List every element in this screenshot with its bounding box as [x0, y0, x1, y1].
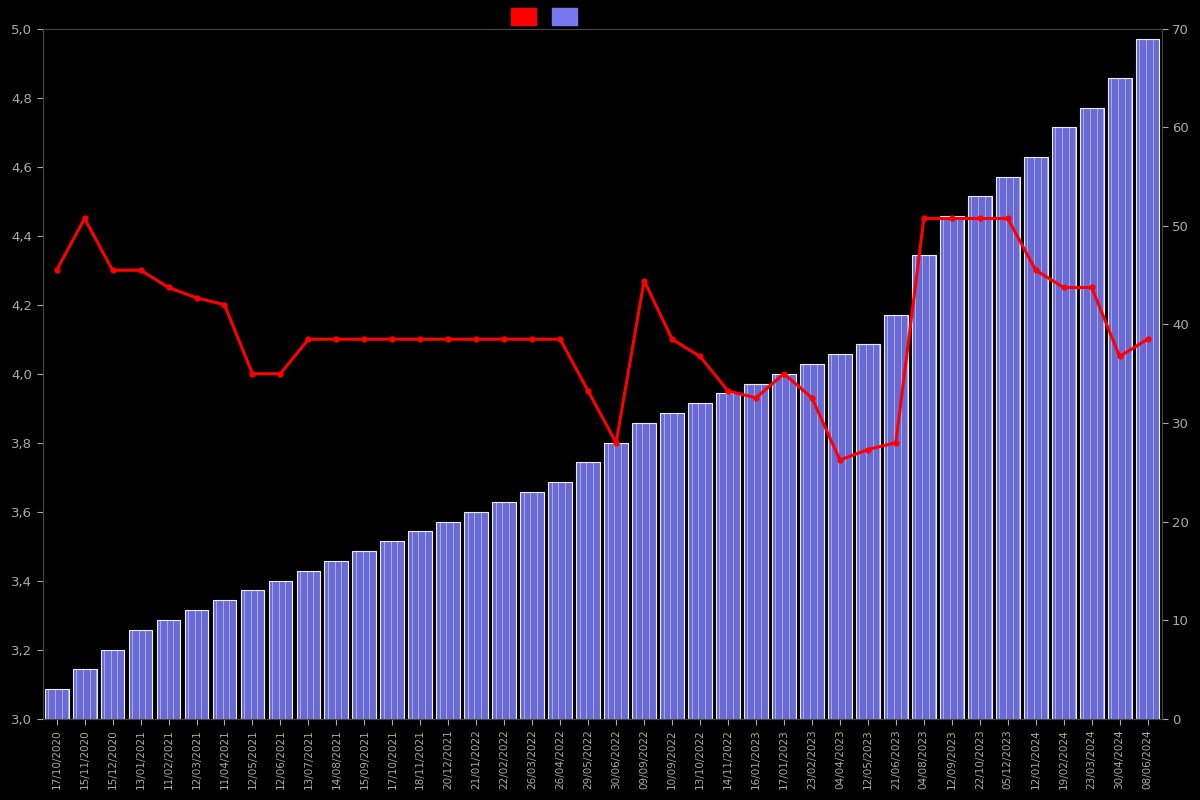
Bar: [185, 610, 209, 718]
Bar: [548, 482, 572, 718]
Legend: , : ,: [511, 8, 581, 25]
Bar: [576, 462, 600, 718]
Bar: [1024, 157, 1048, 718]
Bar: [101, 650, 125, 718]
Bar: [884, 314, 907, 718]
Bar: [940, 216, 964, 718]
Bar: [968, 196, 991, 718]
Bar: [800, 364, 824, 718]
Bar: [212, 600, 236, 718]
Bar: [1108, 78, 1132, 718]
Bar: [73, 670, 96, 718]
Bar: [408, 531, 432, 718]
Bar: [437, 522, 460, 718]
Bar: [324, 561, 348, 718]
Bar: [716, 394, 740, 718]
Bar: [240, 590, 264, 718]
Bar: [856, 344, 880, 718]
Bar: [44, 689, 68, 718]
Bar: [744, 383, 768, 718]
Bar: [1135, 38, 1159, 718]
Bar: [912, 255, 936, 718]
Bar: [157, 620, 180, 718]
Bar: [1052, 127, 1075, 718]
Bar: [464, 512, 488, 718]
Bar: [660, 413, 684, 718]
Bar: [772, 374, 796, 718]
Bar: [632, 423, 656, 718]
Bar: [269, 581, 293, 718]
Bar: [605, 442, 628, 718]
Bar: [521, 492, 544, 718]
Bar: [296, 570, 320, 718]
Bar: [1080, 108, 1104, 718]
Bar: [492, 502, 516, 718]
Bar: [828, 354, 852, 718]
Bar: [353, 551, 377, 718]
Bar: [128, 630, 152, 718]
Bar: [688, 403, 712, 718]
Bar: [996, 177, 1020, 718]
Bar: [380, 542, 404, 718]
